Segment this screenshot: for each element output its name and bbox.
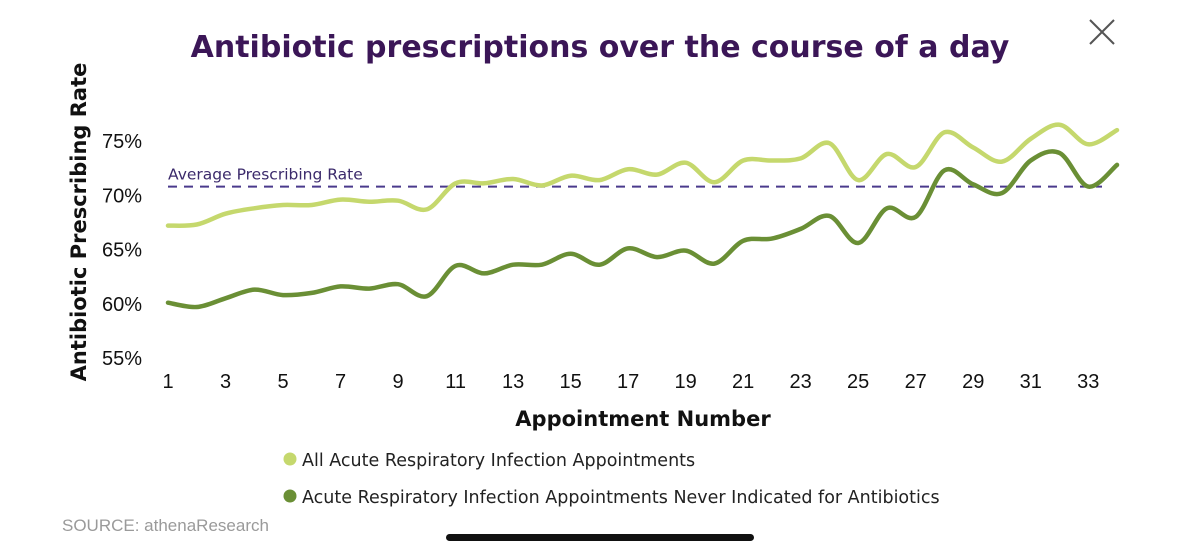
close-button[interactable]: [1082, 12, 1122, 52]
x-tick-label: 19: [675, 371, 697, 393]
x-tick-label: 21: [732, 371, 754, 393]
x-tick-label: 27: [905, 371, 927, 393]
source-note: SOURCE: athenaResearch: [62, 516, 269, 535]
series-line-all-ari: [165, 122, 1120, 228]
x-tick-label: 7: [335, 371, 346, 393]
y-tick-label: 75%: [102, 131, 142, 153]
legend-label-never-indicated: Acute Respiratory Infection Appointments…: [302, 488, 940, 508]
x-tick-label: 25: [847, 371, 869, 393]
x-tick-label: 9: [392, 371, 403, 393]
y-tick-label: 55%: [102, 348, 142, 370]
legend-marker-all-ari: [283, 452, 297, 466]
x-tick-label: 5: [277, 371, 288, 393]
series-layer: [165, 122, 1120, 310]
legend: All Acute Respiratory Infection Appointm…: [283, 451, 940, 508]
x-axis-label: Appointment Number: [515, 407, 771, 431]
legend-label-all-ari: All Acute Respiratory Infection Appointm…: [302, 451, 695, 471]
legend-marker-never-indicated: [283, 489, 297, 503]
y-tick-label: 70%: [102, 185, 142, 207]
y-axis-ticks: 55% 60% 65% 70% 75%: [102, 131, 142, 370]
x-tick-label: 23: [790, 371, 812, 393]
y-tick-label: 60%: [102, 294, 142, 316]
y-axis-label: Antibiotic Prescribing Rate: [67, 63, 91, 382]
home-indicator: [446, 534, 754, 541]
x-axis-ticks: 1 3 5 7 9 11 13 15 17 19 21 23 25 27 29 31 33: [162, 371, 1099, 393]
average-prescribing-rate-label: Average Prescribing Rate: [168, 166, 363, 184]
chart-title: Antibiotic prescriptions over the course…: [191, 30, 1010, 65]
x-tick-label: 29: [962, 371, 984, 393]
y-tick-label: 65%: [102, 240, 142, 262]
close-icon: [1089, 19, 1115, 45]
x-tick-label: 1: [162, 371, 173, 393]
x-tick-label: 31: [1020, 371, 1042, 393]
x-tick-label: 3: [220, 371, 231, 393]
legend-item-all-ari: All Acute Respiratory Infection Appointm…: [283, 451, 695, 471]
average-reference: Average Prescribing Rate: [168, 166, 1102, 188]
x-tick-label: 17: [617, 371, 639, 393]
x-tick-label: 15: [559, 371, 581, 393]
x-tick-label: 11: [445, 371, 466, 393]
legend-item-never-indicated: Acute Respiratory Infection Appointments…: [283, 488, 940, 508]
series-line-never-indicated: [165, 149, 1120, 310]
x-tick-label: 13: [502, 371, 524, 393]
x-tick-label: 33: [1077, 371, 1099, 393]
